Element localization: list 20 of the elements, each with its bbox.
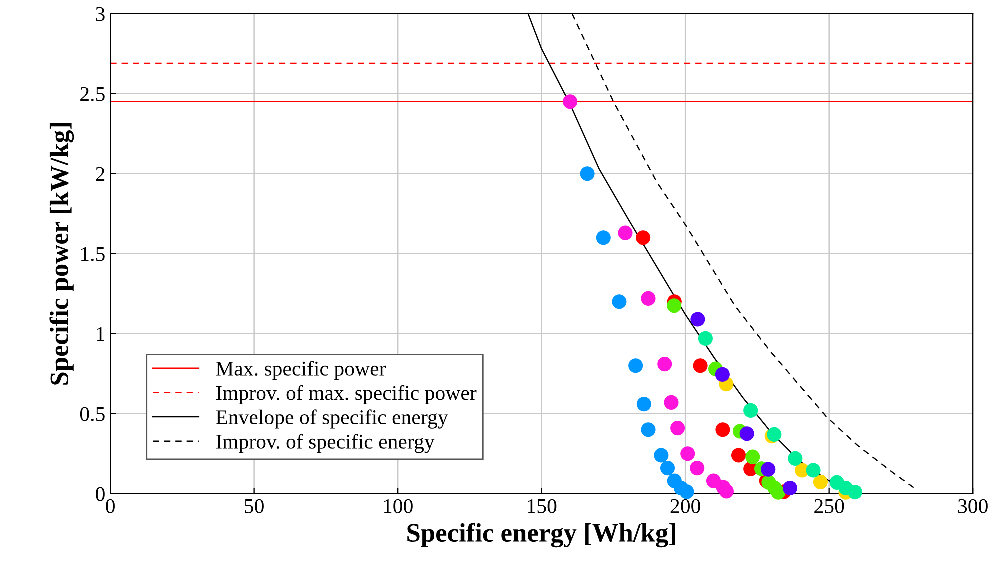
x-tick-label: 100 — [384, 499, 413, 514]
x-tick-label: 50 — [245, 499, 264, 514]
y-tick-label: 1.5 — [81, 247, 105, 262]
legend-label: Envelope of specific energy — [216, 410, 448, 429]
legend-label: Max. specific power — [216, 361, 386, 380]
x-tick-label: 200 — [670, 499, 700, 514]
y-tick-label: 3 — [96, 7, 105, 22]
y-tick-label: 2 — [96, 167, 105, 182]
y-tick-label: 0.5 — [80, 407, 105, 422]
y-tick-label: 2.5 — [80, 87, 105, 102]
x-tick-label: 150 — [528, 499, 557, 514]
y-axis-title: Specific power [kW/kg] — [50, 123, 74, 385]
x-tick-label: 0 — [106, 499, 115, 514]
x-tick-label: 250 — [814, 499, 844, 514]
y-tick-label: 0 — [96, 487, 105, 502]
x-tick-label: 300 — [958, 499, 988, 514]
legend-label: Improv. of specific energy — [216, 434, 435, 454]
y-tick-label: 1 — [97, 327, 104, 342]
legend-label: Improv. of max. specific power — [216, 385, 477, 404]
x-axis-title: Specific energy [Wh/kg] — [408, 523, 676, 548]
